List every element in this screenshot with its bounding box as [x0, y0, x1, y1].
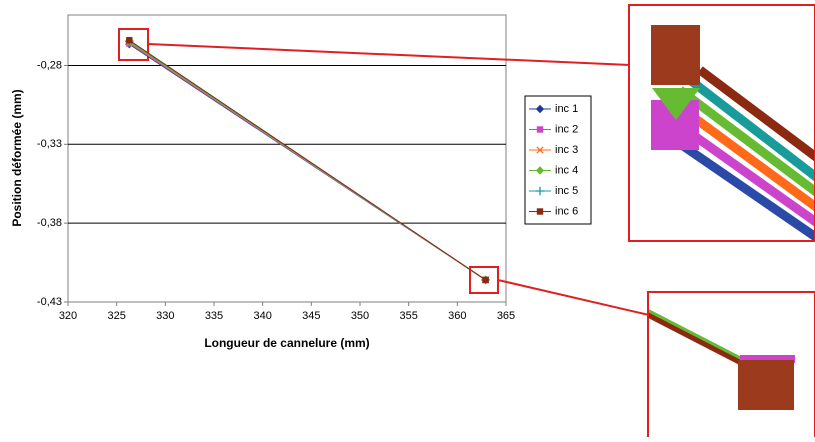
marker: [535, 166, 545, 175]
x-tick-label: 330: [156, 310, 174, 322]
legend-label: inc 1: [555, 103, 578, 115]
y-tick-label: -0,28: [37, 59, 62, 71]
x-tick-label: 320: [59, 310, 77, 322]
x-tick-label: 360: [448, 310, 466, 322]
x-tick-label: 335: [205, 310, 223, 322]
zoom-inset: [651, 25, 815, 240]
x-axis-title: Longueur de cannelure (mm): [204, 336, 369, 350]
legend-label: inc 2: [555, 123, 578, 135]
legend-label: inc 5: [555, 185, 578, 197]
x-tick-label: 350: [351, 310, 369, 322]
plot-area: [67, 14, 507, 303]
y-tick-label: -0,33: [37, 138, 62, 150]
x-tick-label: 345: [302, 310, 320, 322]
zoom-connector: [497, 279, 650, 316]
legend-box: [524, 95, 592, 225]
zoom-frame: [647, 291, 815, 442]
zoom-frame: [628, 4, 815, 242]
x-tick-label: 325: [107, 310, 125, 322]
marker: [126, 37, 133, 44]
zoom-connector: [147, 43, 631, 66]
zoom-inset: [649, 309, 795, 410]
marker: [482, 276, 489, 284]
legend-label: inc 3: [555, 144, 578, 156]
x-tick-label: 340: [253, 310, 271, 322]
series-line: [129, 39, 486, 281]
marker: [536, 146, 544, 154]
marker: [536, 126, 544, 133]
y-tick-label: -0,43: [37, 296, 62, 308]
marker: [535, 186, 545, 196]
legend: inc 1 inc 2 inc 3 inc 4 inc 5 inc 6: [524, 95, 592, 225]
legend-label: inc 4: [555, 164, 578, 176]
y-tick-label: -0,38: [37, 217, 62, 229]
legend-label: inc 6: [555, 205, 578, 217]
y-axis-title: Position déformée (mm): [10, 89, 24, 226]
marker: [535, 104, 545, 114]
marker: [536, 208, 544, 215]
x-tick-label: 355: [399, 310, 417, 322]
x-tick-label: 365: [497, 310, 515, 322]
